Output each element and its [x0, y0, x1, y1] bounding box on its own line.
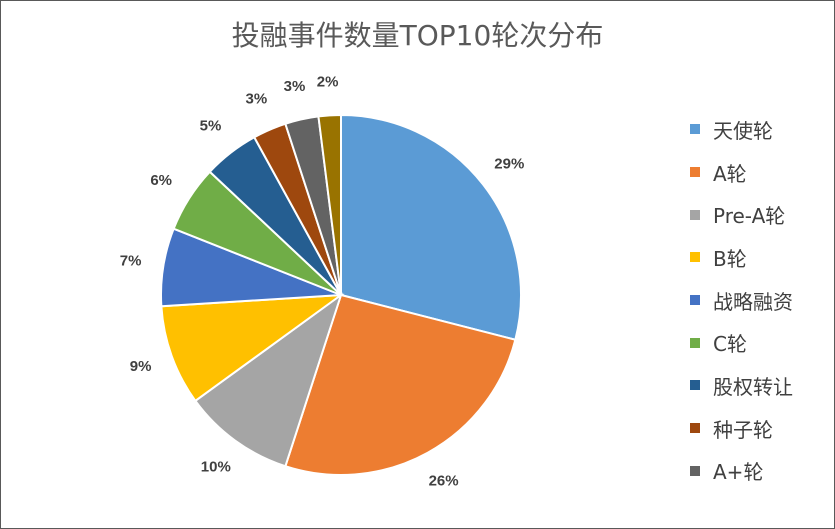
legend: 天使轮 A轮 Pre-A轮 B轮战略融资 C轮股权转让种子轮 A+轮: [690, 108, 793, 492]
legend-label: 股权转让: [713, 374, 793, 399]
legend-label: 种子轮: [713, 417, 773, 442]
legend-label: Pre-A轮: [713, 204, 786, 229]
data-label-5: 7%: [120, 253, 142, 270]
pie-slices: [160, 113, 522, 476]
legend-item-8: 种子轮: [690, 407, 793, 450]
data-label-6: 6%: [150, 172, 172, 189]
chart-title: 投融事件数量TOP10轮次分布: [231, 19, 604, 52]
legend-label: 战略融资: [713, 289, 793, 314]
pie-slice-3: [193, 292, 343, 468]
legend-label: 天使轮: [713, 118, 773, 143]
legend-label: B轮: [713, 246, 747, 271]
legend-item-4: B轮: [690, 236, 793, 279]
legend-item-1: 天使轮: [690, 108, 793, 151]
data-label-4: 9%: [130, 358, 152, 375]
pie-slice-10: [317, 113, 342, 296]
legend-item-5: 战略融资: [690, 279, 793, 322]
data-labels: 29% 26% 10% 9% 7% 6% 5% 3% 3% 2%: [120, 73, 525, 489]
data-label-7: 5%: [200, 118, 222, 135]
legend-item-6: C轮: [690, 321, 793, 364]
legend-swatch: [690, 423, 700, 434]
legend-swatch: [690, 167, 700, 178]
data-label-3: 10%: [201, 458, 231, 475]
legend-label: C轮: [713, 332, 747, 357]
legend-swatch: [690, 337, 700, 348]
legend-label: A+轮: [713, 460, 764, 485]
data-label-1: 29%: [494, 155, 524, 172]
legend-item-9: A+轮: [690, 450, 793, 493]
legend-label: A轮: [713, 161, 747, 186]
pie-slice-2: [284, 293, 517, 476]
pie-slice-4: [160, 293, 345, 403]
legend-item-3: Pre-A轮: [690, 193, 793, 236]
legend-item-7: 股权转让: [690, 364, 793, 407]
legend-swatch: [690, 209, 700, 220]
legend-swatch: [690, 295, 700, 306]
legend-swatch: [690, 380, 700, 391]
legend-swatch: [690, 465, 700, 476]
data-label-10: 2%: [317, 73, 339, 90]
pie-slice-1: [340, 113, 522, 341]
legend-swatch: [690, 124, 700, 135]
data-label-2: 26%: [429, 473, 459, 490]
data-label-8: 3%: [246, 90, 268, 107]
data-label-9: 3%: [284, 78, 306, 95]
legend-item-2: A轮: [690, 151, 793, 194]
legend-swatch: [690, 252, 700, 263]
